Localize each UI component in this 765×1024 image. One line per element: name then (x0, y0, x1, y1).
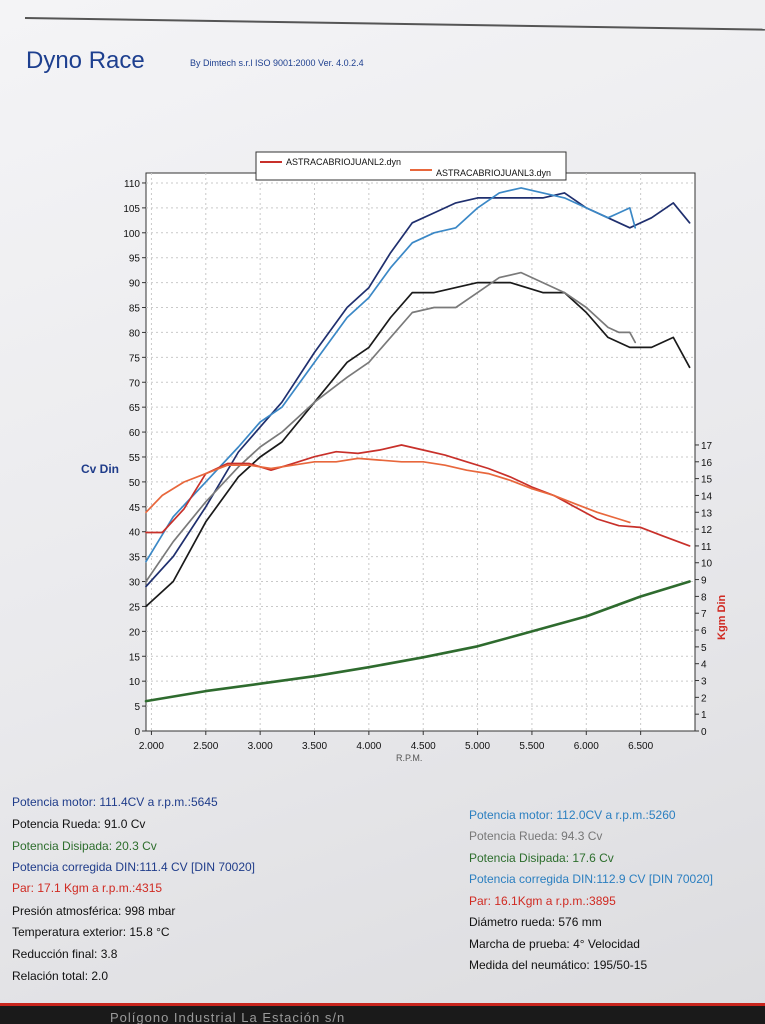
x-tick-label: 3.500 (302, 741, 327, 752)
y-left-tick-label: 70 (129, 378, 141, 389)
y-left-tick-label: 45 (129, 503, 141, 514)
y-right-tick-label: 16 (701, 458, 713, 469)
footer-red-line (0, 1003, 765, 1006)
y-left-tick-label: 75 (129, 353, 141, 364)
y-right-tick-label: 6 (701, 626, 707, 637)
x-tick-label: 6.500 (628, 741, 653, 752)
y-left-tick-label: 60 (129, 428, 141, 439)
y-right-tick-label: 15 (701, 475, 713, 486)
y-right-tick-label: 2 (701, 693, 707, 704)
stat-line: Diámetro rueda: 576 mm (469, 915, 602, 929)
stat-line: Medida del neumático: 195/50-15 (469, 958, 648, 972)
dyno-chart-svg: 2.000 2.500 3.000 3.500 4.000 4.500 5.000 5.500… (81, 151, 728, 763)
y-right-tick-label: 1 (701, 710, 707, 721)
legend-box (255, 151, 567, 181)
y-right-tick-label: 11 (701, 542, 712, 553)
y-right-tick-label: 3 (701, 677, 707, 688)
stat-line: Potencia Disipada: 17.6 Cv (469, 851, 614, 865)
x-tick-label: 5.000 (465, 741, 490, 752)
series-line-7 (144, 580, 691, 703)
x-tick-label: 4.500 (411, 741, 436, 752)
x-tick-label: 4.000 (356, 741, 381, 752)
x-tick-label: 3.000 (248, 741, 273, 752)
y-right-tick-label: 14 (701, 491, 713, 502)
y-left-tick-label: 95 (129, 254, 141, 265)
stat-line: Temperatura exterior: 15.8 °C (12, 925, 170, 939)
brand-title: Dyno Race (26, 47, 145, 74)
y-left-axis-label: Cv Din (81, 462, 119, 476)
y-left-tick-label: 30 (129, 578, 141, 589)
series-line-4 (145, 271, 637, 583)
stat-line: Potencia motor: 111.4CV a r.p.m.:5645 (12, 795, 218, 809)
y-right-tick-label: 13 (701, 508, 713, 519)
y-left-tick-label: 85 (129, 304, 141, 315)
y-right-tick-label: 8 (701, 592, 707, 603)
x-tick-label: 6.000 (574, 741, 599, 752)
y-left-tick-label: 10 (129, 677, 141, 688)
y-left-tick-label: 35 (129, 553, 141, 564)
y-right-tick-label: 10 (701, 559, 713, 570)
y-right-tick-label: 9 (701, 576, 707, 587)
stat-line: Par: 17.1 Kgm a r.p.m.:4315 (12, 881, 163, 895)
legend-label-2: ASTRACABRIOJUANL3.dyn (436, 168, 551, 178)
series-line-3 (145, 281, 691, 608)
y-left-tick-label: 25 (129, 602, 141, 613)
y-left-tick-label: 55 (129, 453, 141, 464)
y-left-tick-label: 105 (123, 204, 140, 215)
stat-line: Relación total: 2.0 (12, 969, 109, 983)
y-right-tick-label: 4 (701, 660, 707, 671)
x-axis-ticks: 2.000 2.500 3.000 3.500 4.000 4.500 5.000 5.500… (139, 731, 654, 752)
series-line-5 (145, 444, 691, 547)
byline: By Dimtech s.r.l ISO 9001:2000 Ver. 4.0.… (190, 58, 364, 68)
series-line-6 (145, 457, 631, 524)
stat-line: Potencia corregida DIN:112.9 CV [DIN 700… (469, 872, 713, 886)
stat-line: Potencia corregida DIN:111.4 CV [DIN 700… (12, 860, 256, 874)
x-tick-label: 2.500 (193, 741, 218, 752)
y-left-tick-label: 90 (129, 279, 141, 290)
x-axis-label: R.P.M. (396, 753, 422, 763)
footer-band: Polígono Industrial La Estación s/n (0, 1003, 765, 1024)
stat-line: Par: 16.1Kgm a r.p.m.:3895 (469, 894, 616, 908)
stat-line: Presión atmosférica: 998 mbar (12, 904, 176, 918)
y-left-tick-label: 15 (129, 652, 141, 663)
footer-text: Polígono Industrial La Estación s/n (110, 1010, 346, 1024)
legend: ASTRACABRIOJUANL2.dyn ASTRACABRIOJUANL3.… (255, 151, 567, 181)
stat-line: Potencia Rueda: 94.3 Cv (469, 829, 603, 843)
stat-line: Marcha de prueba: 4° Velocidad (469, 937, 640, 951)
y-left-tick-label: 20 (129, 627, 141, 638)
y-left-tick-label: 80 (129, 328, 141, 339)
y-left-tick-label: 110 (124, 179, 140, 190)
y-right-tick-label: 7 (701, 609, 707, 620)
stat-line: Potencia Disipada: 20.3 Cv (12, 839, 157, 853)
dyno-chart: 2.000 2.500 3.000 3.500 4.000 4.500 5.000 5.500… (81, 151, 728, 763)
series-line-2 (145, 187, 637, 563)
y-left-tick-label: 50 (129, 478, 141, 489)
x-tick-label: 2.000 (139, 741, 164, 752)
plot-frame (145, 172, 696, 732)
y-right-axis-label: Kgm Din (716, 595, 728, 641)
series-line-1 (145, 192, 691, 588)
y-left-tick-label: 0 (134, 727, 140, 738)
y-left-tick-label: 40 (129, 528, 141, 539)
y-right-tick-label: 17 (701, 441, 713, 452)
grid (146, 173, 695, 731)
y-left-tick-label: 5 (134, 702, 140, 713)
series-lines (144, 187, 691, 703)
y-left-tick-label: 100 (123, 229, 140, 240)
legend-label-1: ASTRACABRIOJUANL2.dyn (286, 157, 401, 167)
y-left-tick-label: 65 (129, 403, 141, 414)
y-left-axis-ticks: 0 5 10 15 20 25 30 35 40 45 50 55 60 65 70 75 80 85 90 95 10… (123, 179, 146, 738)
y-right-tick-label: 5 (701, 643, 707, 654)
y-right-tick-label: 0 (701, 727, 707, 738)
stat-line: Reducción final: 3.8 (12, 947, 118, 961)
x-tick-label: 5.500 (519, 741, 544, 752)
stat-line: Potencia Rueda: 91.0 Cv (12, 817, 146, 831)
stat-line: Potencia motor: 112.0CV a r.p.m.:5260 (469, 808, 676, 822)
y-right-tick-label: 12 (701, 525, 713, 536)
